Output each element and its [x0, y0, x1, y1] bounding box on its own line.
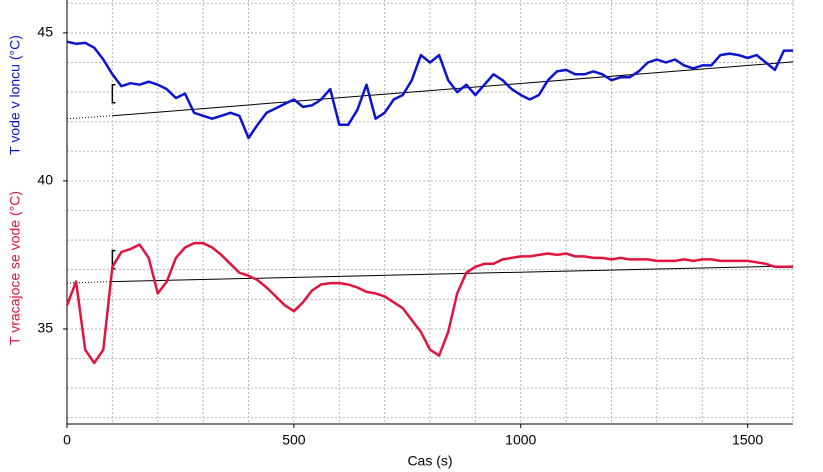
- x-tick-label: 500: [282, 432, 306, 448]
- fit-line: [66, 281, 113, 284]
- series-line: [66, 40, 793, 140]
- fit-bracket: [111, 249, 116, 270]
- x-tick-label: 1500: [732, 432, 763, 448]
- fit-bracket: [111, 84, 116, 104]
- series-line: [65, 241, 793, 365]
- fit-line: [112, 265, 794, 283]
- y-tick-label: 35: [37, 320, 53, 336]
- x-tick-label: 0: [63, 432, 71, 448]
- x-tick-label: 1000: [505, 432, 536, 448]
- y-axis-label: T vracajoce se vode (°C): [7, 191, 23, 345]
- y-axis-label: T vode v loncu (°C): [7, 35, 23, 155]
- y-tick-label: 45: [37, 24, 53, 40]
- fit-line: [112, 61, 794, 117]
- y-tick-label: 40: [37, 172, 53, 188]
- fit-line: [66, 115, 113, 120]
- x-axis-label: Cas (s): [407, 453, 452, 469]
